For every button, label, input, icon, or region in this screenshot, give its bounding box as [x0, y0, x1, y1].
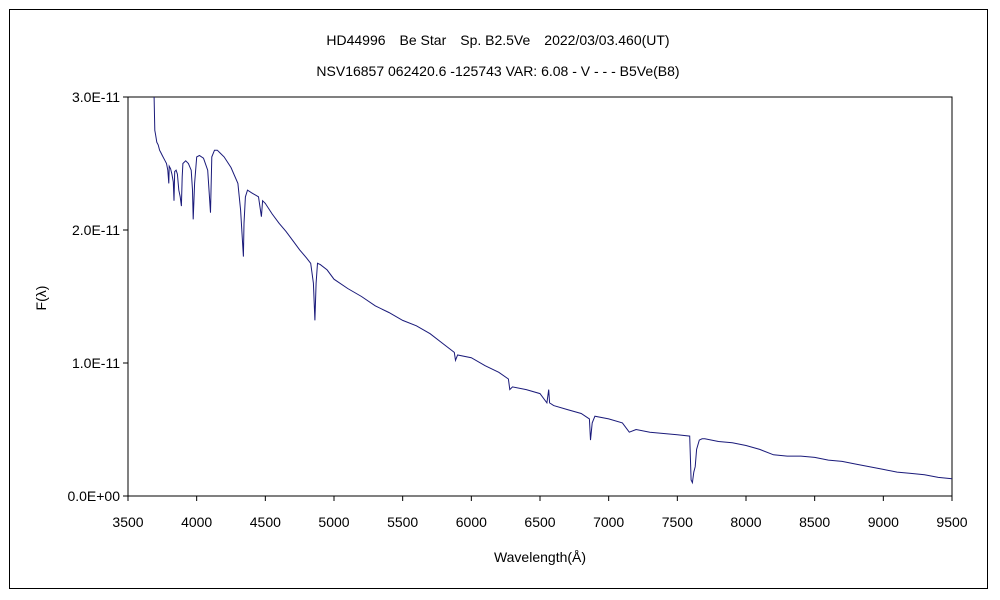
x-tick-label: 9000: [868, 514, 899, 530]
y-tick-label: 3.0E-11: [72, 89, 120, 105]
spectrum-line: [153, 96, 953, 485]
x-tick-label: 3500: [112, 514, 143, 530]
x-tick-label: 6000: [456, 514, 487, 530]
x-tick-label: 4000: [181, 514, 212, 530]
plot-area: [127, 96, 953, 497]
x-tick-label: 8500: [799, 514, 830, 530]
y-axis: 0.0E+00 1.0E-11 2.0E-11 3.0E-11: [67, 89, 128, 504]
y-axis-label: F(λ): [33, 286, 49, 311]
chart-frame: [9, 9, 988, 589]
chart-subtitle: NSV16857 062420.6 -125743 VAR: 6.08 - V …: [316, 63, 679, 79]
y-tick-label: 1.0E-11: [72, 355, 120, 371]
x-tick-label: 5000: [318, 514, 349, 530]
x-axis: 3500 4000 4500 5000 5500 6000 6500 7000 7500 8000…: [112, 496, 968, 530]
x-tick-label: 7500: [662, 514, 693, 530]
x-tick-label: 7000: [593, 514, 624, 530]
x-tick-label: 9500: [936, 514, 967, 530]
x-tick-label: 6500: [524, 514, 555, 530]
x-axis-label: Wavelength(Å): [494, 549, 586, 565]
y-tick-label: 2.0E-11: [72, 222, 120, 238]
x-tick-label: 5500: [387, 514, 418, 530]
x-tick-label: 4500: [250, 514, 281, 530]
chart-title: HD44996 Be Star Sp. B2.5Ve 2022/03/03.46…: [326, 32, 669, 48]
y-tick-label: 0.0E+00: [67, 488, 120, 504]
x-tick-label: 8000: [730, 514, 761, 530]
